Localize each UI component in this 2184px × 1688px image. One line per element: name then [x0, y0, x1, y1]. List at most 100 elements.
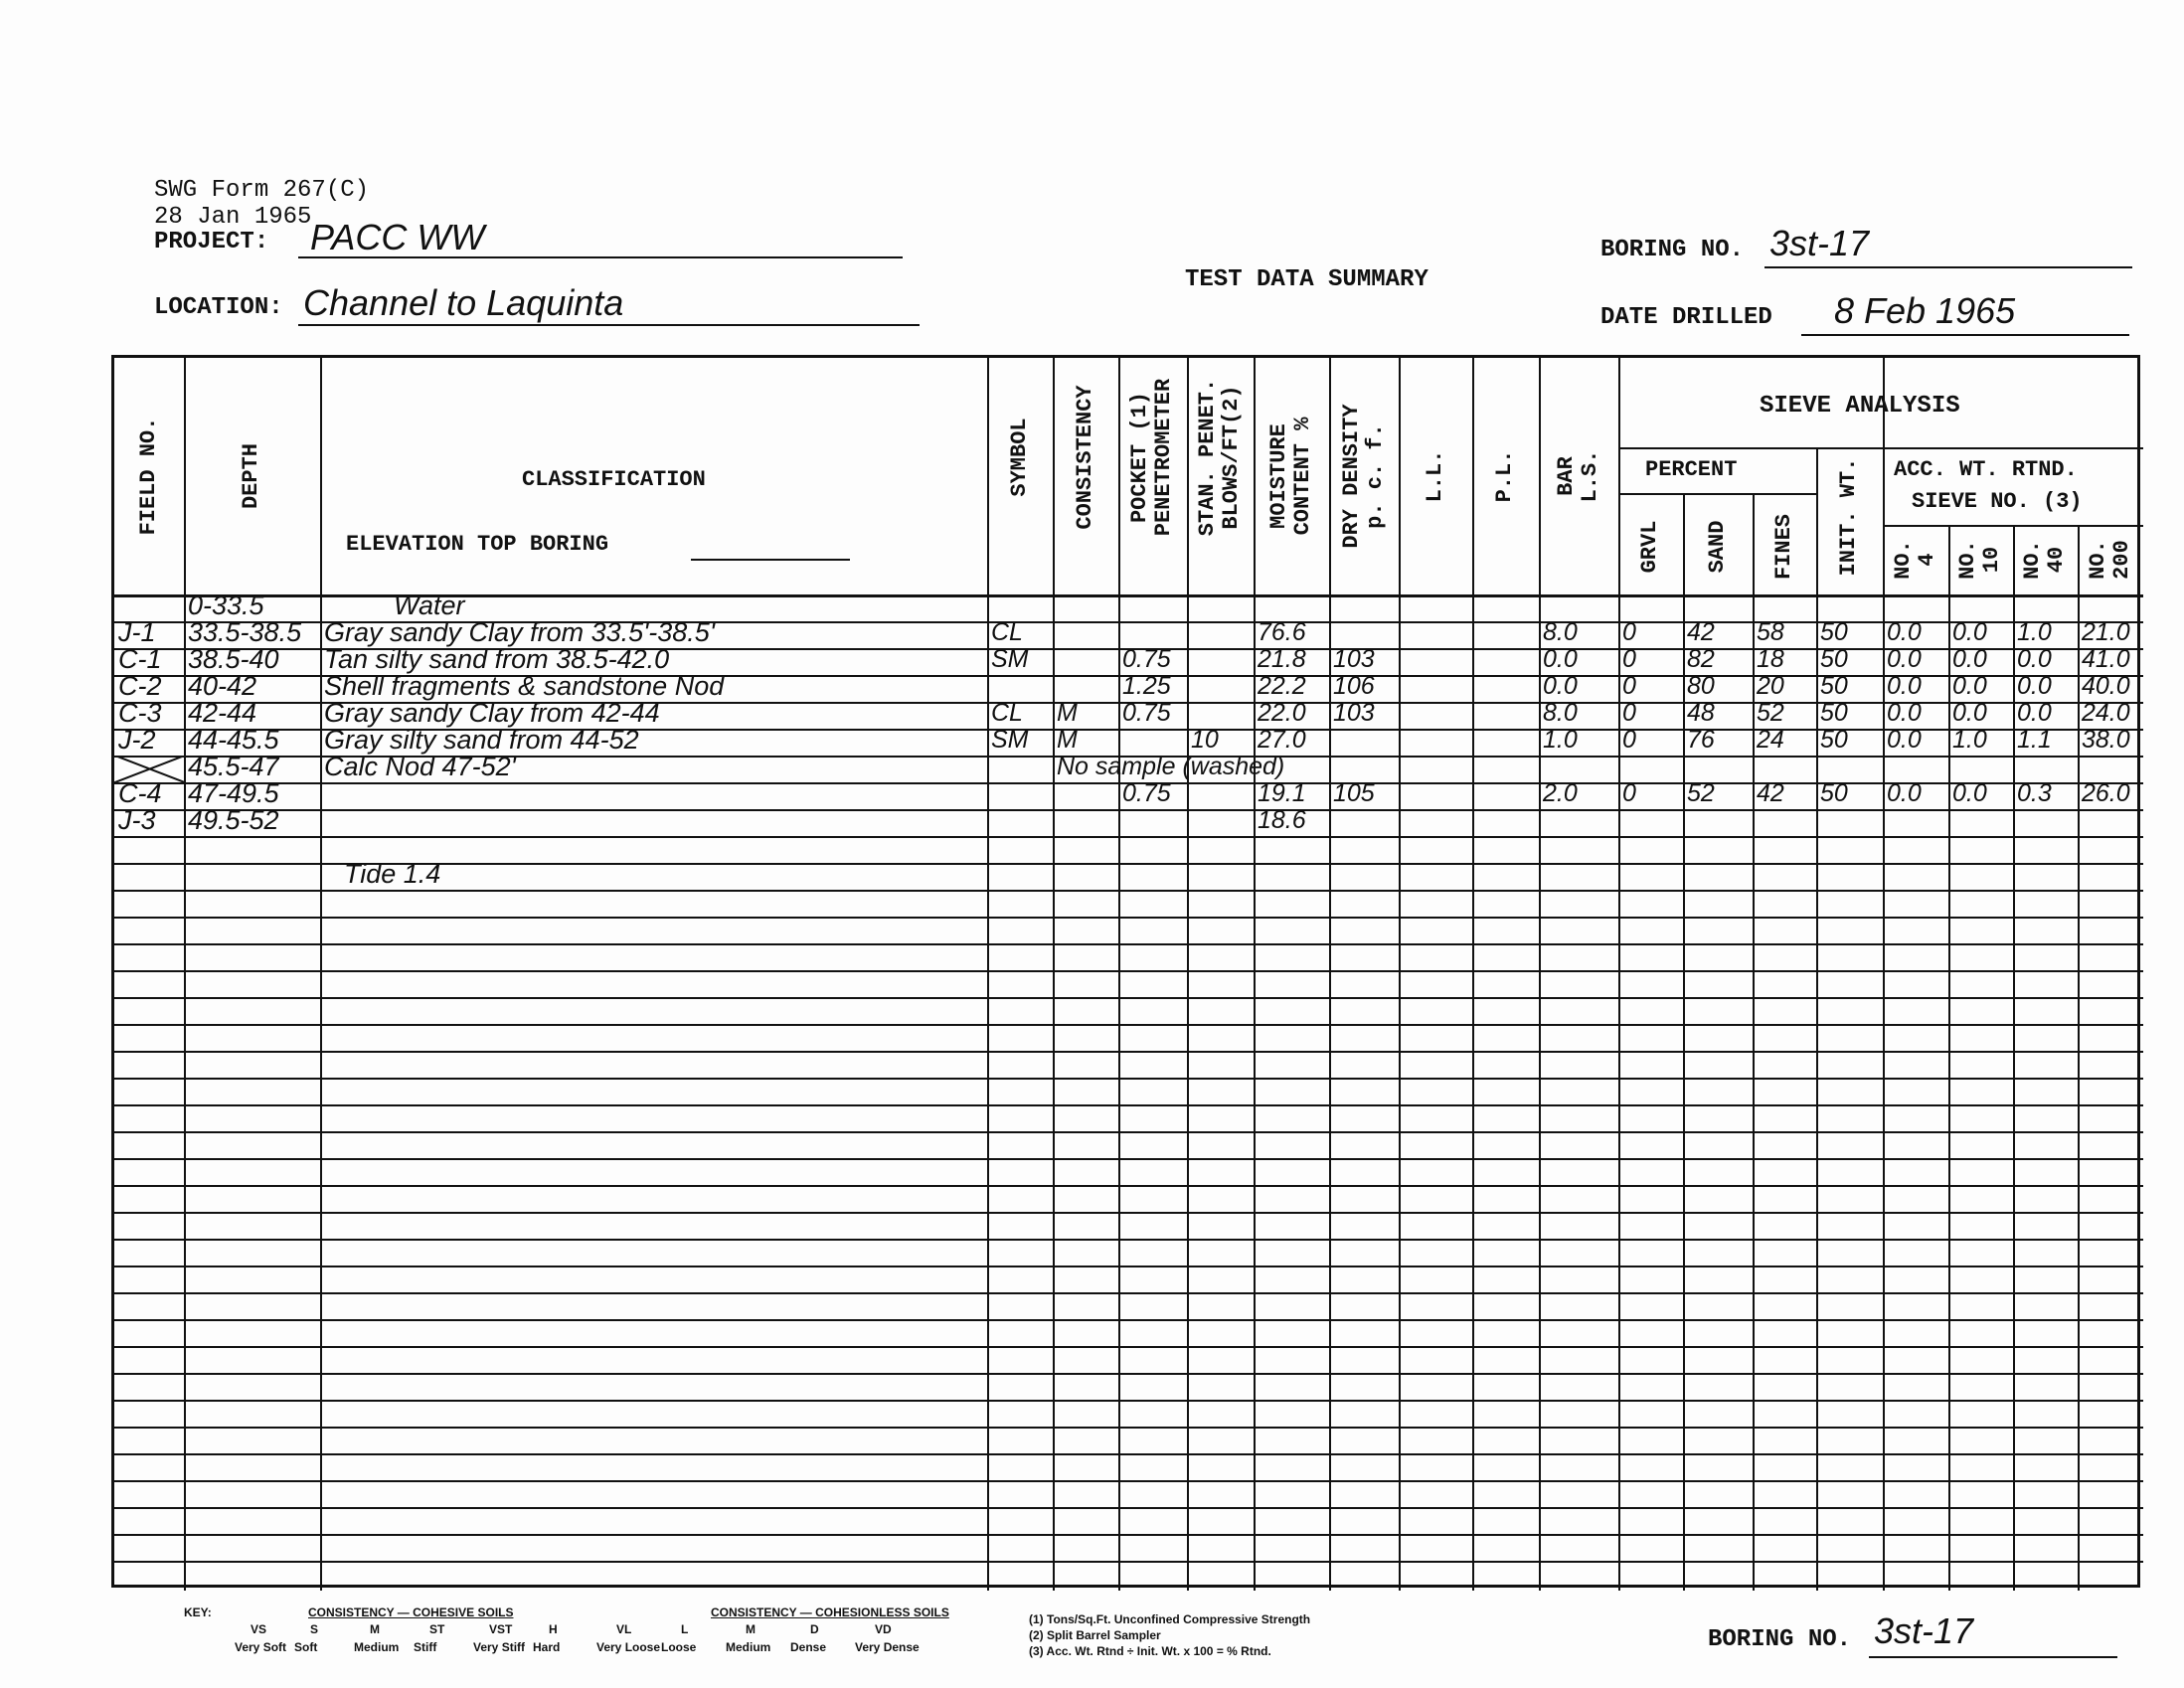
boring-value: 3st-17: [1769, 223, 1870, 263]
data-table: FIELD NO. DEPTH SYMBOL CONSISTENCY POCKET (1…: [111, 355, 2143, 1591]
table-cell: 0: [1622, 672, 1636, 700]
table-cell: 44-45.5: [188, 725, 279, 755]
row-divider: [114, 729, 2143, 731]
table-cell: 24: [1757, 726, 1784, 754]
table-cell: 42: [1687, 618, 1715, 646]
table-cell: 106: [1333, 672, 1375, 700]
project-label: PROJECT:: [154, 229, 269, 255]
row-divider: [114, 1158, 2143, 1160]
table-cell: 42: [1757, 779, 1784, 807]
key-item: Very Dense: [855, 1640, 920, 1654]
table-cell: 0.0: [1887, 699, 1922, 727]
header-sand: SAND: [1705, 520, 1730, 574]
cohesive-title: CONSISTENCY — COHESIVE SOILS: [308, 1605, 514, 1619]
row-divider: [114, 1292, 2143, 1294]
cohesionless-title: CONSISTENCY — COHESIONLESS SOILS: [711, 1605, 949, 1619]
table-cell: 22.2: [1258, 672, 1306, 700]
table-cell: C-3: [118, 698, 162, 728]
row-divider: [114, 1104, 2143, 1106]
key-item: VS: [251, 1622, 267, 1636]
header-no4-line: 4: [1915, 553, 1939, 567]
row-divider: [114, 1373, 2143, 1375]
table-cell: 76.6: [1258, 618, 1306, 646]
row-divider: [114, 1185, 2143, 1187]
row-divider: [114, 1266, 2143, 1267]
header-pocket-penetrometer-line: PENETROMETER: [1151, 378, 1176, 537]
row-divider: [114, 1024, 2143, 1026]
header-bar-ls: BAR L.S.: [1554, 436, 1602, 516]
table-cell: 103: [1333, 645, 1375, 673]
header-sieve-no: SIEVE NO. (3): [1912, 489, 2083, 514]
row-divider: [114, 1051, 2143, 1053]
header-symbol: SYMBOL: [1007, 418, 1032, 497]
table-cell: 8.0: [1543, 699, 1578, 727]
header-sieve-analysis: SIEVE ANALYSIS: [1760, 393, 1960, 420]
header-field-no: FIELD NO.: [136, 417, 161, 536]
header-divider: [114, 594, 2143, 597]
table-cell: 0: [1622, 645, 1636, 673]
table-cell: 58: [1757, 618, 1784, 646]
table-cell: 103: [1333, 699, 1375, 727]
header-pl: P.L.: [1492, 449, 1517, 503]
header-moisture-line: CONTENT %: [1290, 417, 1315, 536]
row-divider: [114, 675, 2143, 677]
table-cell: 0: [1622, 699, 1636, 727]
header-moisture-line: MOISTURE: [1266, 423, 1291, 529]
table-cell: 0.75: [1122, 645, 1171, 673]
table-cell: 50: [1820, 672, 1848, 700]
header-ll: L.L.: [1423, 449, 1447, 503]
table-cell: 33.5-38.5: [188, 617, 302, 647]
table-cell: 0.0: [1952, 645, 1987, 673]
note-3: (3) Acc. Wt. Rtnd ÷ Init. Wt. x 100 = % …: [1029, 1644, 1271, 1658]
table-cell: J-2: [118, 725, 156, 755]
header-no200: NO. 200: [2086, 530, 2134, 590]
table-cell: 0.0: [1887, 672, 1922, 700]
header-pocket-penetrometer-line: POCKET (1): [1127, 391, 1152, 524]
note-1: (1) Tons/Sq.Ft. Unconfined Compressive S…: [1029, 1612, 1311, 1626]
row-divider: [114, 943, 2143, 945]
table-cell: 27.0: [1258, 726, 1306, 754]
header-pocket-penetrometer: POCKET (1) PENETROMETER: [1127, 363, 1176, 552]
column-divider: [1618, 358, 1620, 1591]
column-divider: [1539, 358, 1541, 1591]
key-item: Dense: [790, 1640, 827, 1654]
table-cell: 50: [1820, 645, 1848, 673]
table-cell: 24.0: [2082, 699, 2130, 727]
row-divider: [114, 782, 2143, 784]
row-divider: [114, 1427, 2143, 1429]
table-cell: 0.75: [1122, 779, 1171, 807]
table-cell: 50: [1820, 726, 1848, 754]
header-stan-penet: STAN. PENET. BLOWS/FT(2): [1195, 363, 1244, 552]
row-divider: [114, 917, 2143, 919]
boring-label: BORING NO.: [1600, 237, 1745, 263]
header-no40-line: 40: [2044, 546, 2069, 574]
column-divider: [987, 358, 989, 1591]
row-divider: [114, 809, 2143, 811]
row-divider: [114, 1078, 2143, 1080]
header-classification: CLASSIFICATION: [522, 467, 706, 492]
header-acc-wt: ACC. WT. RTND.: [1894, 457, 2078, 482]
column-divider: [1683, 493, 1685, 1591]
table-cell: 45.5-47: [188, 752, 279, 781]
key-item: Very Soft: [235, 1640, 287, 1654]
table-cell: 1.0: [1543, 726, 1578, 754]
table-cell: 80: [1687, 672, 1715, 700]
header-depth: DEPTH: [239, 443, 263, 510]
header-no10-line: 10: [1979, 546, 2004, 574]
header-init-wt: INIT. WT.: [1836, 457, 1861, 577]
location-value: Channel to Laquinta: [303, 282, 624, 323]
table-cell: 0.0: [1952, 618, 1987, 646]
acc-divider: [1883, 525, 2143, 527]
table-cell: No sample (washed): [1057, 753, 1285, 780]
table-cell: SM: [991, 726, 1029, 754]
project-value: PACC WW: [310, 217, 485, 257]
table-cell: 0.0: [1543, 672, 1578, 700]
header-no4: NO. 4: [1891, 530, 1939, 590]
row-divider: [114, 756, 2143, 758]
key-label: KEY:: [184, 1605, 212, 1619]
key-item: Very Stiff: [473, 1640, 526, 1654]
column-divider: [1816, 447, 1818, 1591]
table-cell: 0.0: [1952, 672, 1987, 700]
row-divider: [114, 890, 2143, 892]
table-cell: Calc Nod 47-52': [324, 752, 516, 781]
